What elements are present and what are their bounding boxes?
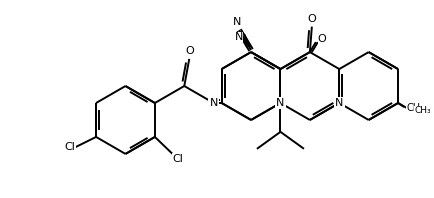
Text: O: O: [185, 46, 194, 56]
Text: N: N: [276, 98, 285, 108]
Text: N: N: [276, 98, 285, 108]
Text: O: O: [307, 14, 316, 24]
Text: O: O: [318, 34, 327, 44]
Text: Cl: Cl: [65, 142, 76, 152]
Text: Cl: Cl: [173, 154, 184, 164]
Text: N: N: [335, 98, 343, 108]
Text: N: N: [233, 17, 241, 27]
Text: N: N: [235, 32, 243, 42]
Text: N: N: [335, 98, 343, 108]
Text: N: N: [210, 98, 218, 108]
Text: CH₃: CH₃: [414, 107, 431, 115]
Text: CH₃: CH₃: [406, 103, 424, 113]
